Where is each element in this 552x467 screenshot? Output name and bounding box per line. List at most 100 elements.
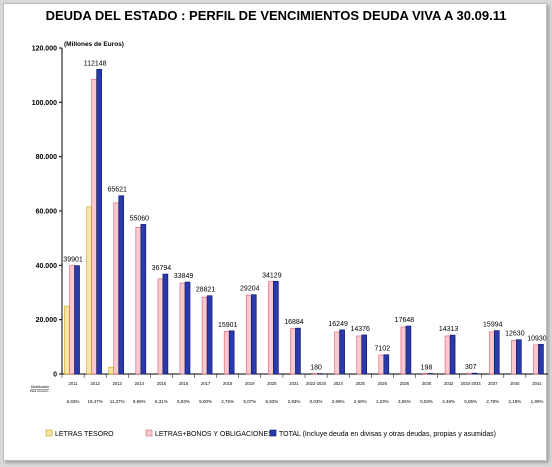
x-tick-label: 2012 [90,381,100,386]
bar-2 [533,344,539,375]
data-label: 180 [310,365,322,372]
percentage-label: 5,83% [177,399,190,404]
data-label: 39901 [63,257,83,264]
x-tick-label: 2016 [179,381,189,386]
x-tick-label: 2018 [223,381,233,386]
bar-1 [108,366,115,375]
bar-3 [118,195,125,375]
bar-2 [290,328,296,375]
bar-3 [449,334,456,375]
bar-3 [295,327,301,375]
bar-2 [400,326,407,375]
percentage-label: 19,47% [88,399,103,404]
bar-3 [140,224,147,375]
percentage-label: 1,23% [376,399,389,404]
legend-swatch-1 [45,429,53,437]
bar-3 [427,373,434,375]
x-tick-label: 2032 [444,381,454,386]
data-label: 34129 [262,272,282,279]
x-tick-label: 2041 [532,381,542,386]
legend-swatch-3 [269,429,277,437]
data-label: 198 [421,364,433,371]
x-tick-label: 2014 [135,381,145,386]
bar-3 [405,325,412,375]
data-label: 15901 [218,322,238,329]
data-label: 36794 [152,265,172,272]
data-label: 112148 [84,60,107,67]
percentage-label: 5,00% [199,399,212,404]
data-label: 12630 [505,331,525,338]
bar-3 [74,265,80,375]
bar-3 [317,373,323,375]
bar-2 [113,202,120,375]
chart-title: DEUDA DEL ESTADO : PERFIL DE VENCIMIENTO… [45,8,507,23]
data-label: 29204 [240,286,260,293]
x-tick-label: 2015 [157,381,167,386]
bar-2 [91,78,97,375]
bar-2 [356,335,363,375]
percentage-label: 2,69% [332,399,345,404]
percentage-label: 0,05% [464,399,477,404]
data-label: 65621 [107,187,127,194]
bar-2 [444,335,451,375]
bar-3 [96,69,102,375]
percentage-label: 6,93% [67,399,80,404]
data-label: 307 [465,364,477,371]
percentage-label: 2,60% [354,399,367,404]
bar-2 [466,372,473,375]
bar-2 [312,373,318,375]
data-label: 17648 [395,317,415,324]
y-tick-label: 60.000 [36,209,58,216]
data-label: 10930 [527,335,547,342]
x-tick-label: 2017 [201,381,211,386]
percentage-label: 2,76% [221,399,234,404]
x-tick-label: 2026 [400,381,410,386]
percentage-label: 0,03% [420,399,433,404]
bar-3 [184,281,191,375]
data-label: 14313 [439,326,459,333]
y-tick-label: 120.000 [32,46,57,53]
x-tick-label: 2013 [113,381,123,386]
bar-3 [206,295,213,375]
bar-2 [223,331,230,375]
x-tick-label: 2021 [289,381,299,386]
bar-3 [339,329,345,375]
percentage-label: 5,07% [243,399,256,404]
bar-3 [493,330,500,375]
data-label: 16249 [328,321,348,328]
bar-2 [179,282,186,375]
percentage-label: 1,90% [531,399,544,404]
x-tick-label: 2037 [488,381,498,386]
x-tick-label: 2025 [356,381,366,386]
x-tick-label: 2033-2034 [461,381,482,386]
bar-3 [162,273,169,375]
data-label: 15994 [483,322,503,329]
annotation-line-1: Distribución [31,385,49,389]
y-tick-label: 20.000 [36,317,58,324]
bar-3 [538,344,544,375]
bar-3 [273,280,279,375]
x-tick-label: 2030 [422,381,432,386]
percentage-label: 3,06% [398,399,411,404]
percentage-label: 5,93% [265,399,278,404]
bar-3 [383,354,390,375]
bar-2 [135,227,142,375]
percentage-label: 2,78% [486,399,499,404]
data-label: 28821 [196,287,216,294]
data-label: 7102 [375,346,391,353]
percentage-label: 11,37% [110,399,125,404]
data-label: 55060 [130,215,150,222]
bar-3 [471,372,478,375]
x-tick-label: 2011 [69,381,79,386]
y-tick-label: 100.000 [32,100,57,107]
legend-label-3: TOTAL (Incluye deuda en divisas y otras … [279,431,496,438]
bar-1 [64,305,70,375]
x-tick-label: 2026 [378,381,388,386]
y-tick-label: 0 [53,372,57,379]
x-tick-label: 2022-2020 [306,381,327,386]
bar-2 [334,331,340,375]
data-label: 33849 [174,273,194,280]
legend-swatch-2 [145,429,153,437]
legend-label-1: LETRAS TESORO [55,431,114,438]
